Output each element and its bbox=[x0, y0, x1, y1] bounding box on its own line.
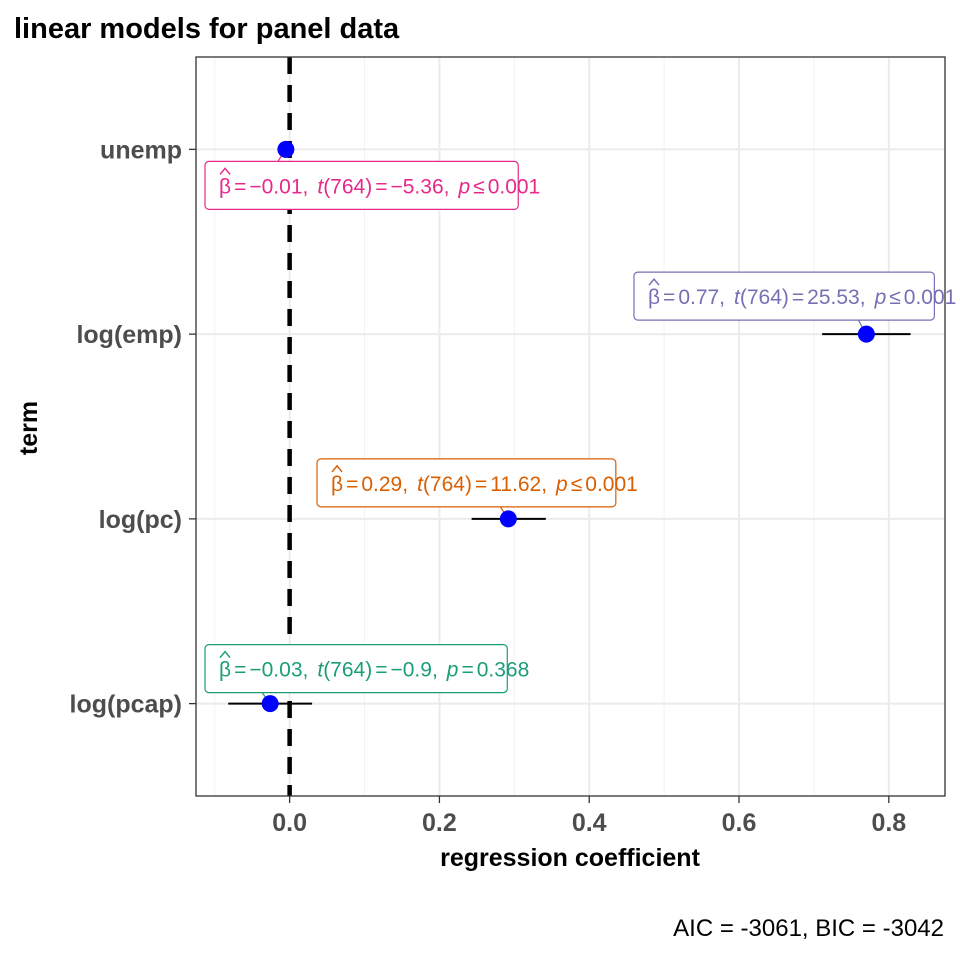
coefficient-0: β = −0.01, t(764) = −5.36, p ≤0.001 bbox=[204, 140, 540, 210]
coefficient-1: β = 0.77, t(764) = 25.53, p ≤0.001 bbox=[633, 271, 956, 343]
coefficient-label: β = −0.03, t(764) = −0.9, p = 0.368 bbox=[204, 644, 529, 694]
label-text: β = 0.77, t(764) = 25.53, p ≤0.001 bbox=[648, 286, 956, 309]
x-tick-label: 0.2 bbox=[422, 809, 457, 837]
y-tick-label: log(pcap) bbox=[70, 691, 183, 719]
y-axis: unemp log(emp) log(pc) log(pcap) bbox=[70, 136, 196, 719]
beta-hat bbox=[219, 650, 231, 659]
coefficient-label: β = 0.77, t(764) = 25.53, p ≤0.001 bbox=[633, 271, 956, 321]
point-estimate bbox=[857, 325, 875, 343]
x-axis: 0.0 0.2 0.4 0.6 0.8 bbox=[272, 796, 906, 837]
coefficient-3: β = −0.03, t(764) = −0.9, p = 0.368 bbox=[204, 644, 529, 713]
label-box bbox=[633, 271, 935, 321]
beta-hat bbox=[331, 464, 343, 473]
coefficient-label: β = −0.01, t(764) = −5.36, p ≤0.001 bbox=[204, 160, 540, 210]
chart-title: linear models for panel data bbox=[14, 13, 400, 45]
label-text: β = 0.29, t(764) = 11.62, p ≤0.001 bbox=[331, 473, 638, 496]
plot-panel: β = −0.01, t(764) = −5.36, p ≤0.001 β = 0.77, t(764… bbox=[195, 56, 956, 797]
coefficient-label: β = 0.29, t(764) = 11.62, p ≤0.001 bbox=[316, 458, 638, 508]
y-tick-label: log(pc) bbox=[99, 506, 182, 534]
x-tick-label: 0.8 bbox=[871, 809, 906, 837]
x-tick-label: 0.6 bbox=[722, 809, 757, 837]
label-box bbox=[204, 160, 519, 210]
x-tick-label: 0.0 bbox=[272, 809, 307, 837]
x-tick-label: 0.4 bbox=[572, 809, 607, 837]
coefficient-2: β = 0.29, t(764) = 11.62, p ≤0.001 bbox=[316, 458, 638, 528]
y-axis-title: term bbox=[15, 401, 43, 455]
label-box bbox=[316, 458, 617, 508]
point-estimate bbox=[499, 510, 517, 528]
beta-hat bbox=[219, 167, 231, 175]
data-marks: β = −0.01, t(764) = −5.36, p ≤0.001 β = 0.77, t(764… bbox=[204, 140, 956, 713]
x-axis-title: regression coefficient bbox=[440, 844, 700, 872]
label-text: β = −0.03, t(764) = −0.9, p = 0.368 bbox=[219, 659, 529, 682]
caption: AIC = -3061, BIC = -3042 bbox=[673, 915, 944, 942]
y-tick-label: unemp bbox=[100, 136, 182, 164]
label-text: β = −0.01, t(764) = −5.36, p ≤0.001 bbox=[219, 175, 540, 198]
point-estimate bbox=[261, 695, 279, 713]
beta-hat bbox=[648, 278, 660, 286]
label-box bbox=[204, 644, 508, 694]
y-tick-label: log(emp) bbox=[76, 321, 182, 349]
panel-border bbox=[195, 56, 946, 797]
point-estimate bbox=[277, 140, 295, 158]
